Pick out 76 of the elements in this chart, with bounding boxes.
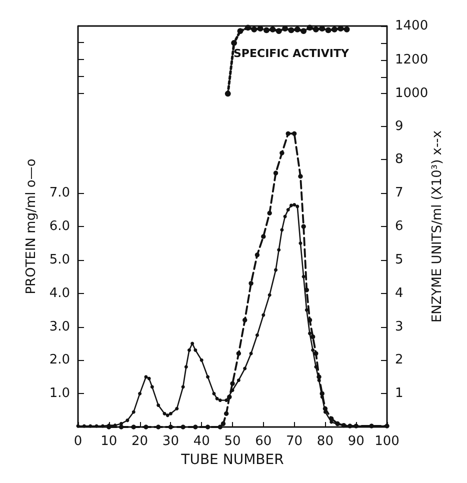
point bbox=[245, 24, 251, 31]
point bbox=[332, 26, 338, 32]
x-tick-label: 40 bbox=[193, 434, 210, 449]
x-tick-label: 30 bbox=[162, 434, 179, 449]
y2-axis-title: ENZYME UNITS/ml (X10³) x--x bbox=[430, 130, 445, 323]
point bbox=[251, 26, 258, 32]
point bbox=[230, 381, 235, 386]
point bbox=[236, 351, 242, 356]
point bbox=[205, 424, 210, 430]
point bbox=[298, 174, 303, 179]
series-label: SPECIFIC ACTIVITY bbox=[233, 47, 350, 60]
point bbox=[254, 252, 260, 258]
y2-tick-label: 3 bbox=[395, 319, 404, 334]
y2-tick-label: 7 bbox=[395, 186, 404, 201]
point bbox=[325, 27, 332, 34]
point bbox=[168, 424, 174, 430]
point bbox=[237, 28, 244, 34]
x-tick-label: 50 bbox=[224, 434, 241, 449]
y-tick-label: 7.0 bbox=[49, 186, 70, 201]
y2-tick-label: 1 bbox=[395, 386, 404, 402]
point bbox=[288, 27, 294, 34]
y-tick-label: 1.0 bbox=[49, 386, 70, 402]
y3-tick-label: 1400 bbox=[395, 18, 428, 34]
point bbox=[312, 26, 319, 32]
y2-tick-label: 5 bbox=[395, 252, 404, 268]
x-tick-label: 90 bbox=[348, 434, 364, 449]
point bbox=[344, 26, 350, 32]
y-axis-title: PROTEIN mg/ml o—o bbox=[24, 158, 39, 294]
point bbox=[267, 210, 272, 216]
y3-tick-label: 1200 bbox=[395, 52, 428, 68]
point bbox=[306, 24, 313, 31]
point bbox=[131, 424, 136, 430]
x-axis-title: TUBE NUMBER bbox=[180, 452, 284, 468]
point bbox=[280, 150, 284, 156]
point bbox=[218, 424, 222, 430]
point bbox=[264, 27, 270, 34]
point bbox=[144, 424, 148, 430]
point bbox=[248, 280, 254, 286]
y2-tick-label: 8 bbox=[395, 152, 404, 168]
x-tick-label: 100 bbox=[374, 434, 400, 449]
x-tick-label: 0 bbox=[74, 434, 82, 449]
y2-tick-label: 9 bbox=[395, 118, 404, 134]
y-tick-label: 2.0 bbox=[49, 352, 70, 368]
point bbox=[224, 411, 229, 416]
y-tick-label: 3.0 bbox=[49, 319, 70, 334]
y2-tick-label: 6 bbox=[395, 219, 404, 234]
point bbox=[286, 131, 290, 136]
point bbox=[310, 334, 316, 340]
point bbox=[273, 170, 278, 176]
x-tick-label: 10 bbox=[100, 434, 118, 449]
x-tick-label: 60 bbox=[255, 434, 272, 449]
y-tick-label: 5.0 bbox=[49, 252, 70, 268]
point bbox=[118, 424, 124, 430]
point bbox=[292, 131, 297, 136]
point bbox=[220, 421, 226, 426]
point bbox=[156, 424, 161, 430]
y2-tick-label: 4 bbox=[395, 286, 404, 301]
point bbox=[314, 351, 318, 356]
point bbox=[231, 40, 237, 46]
x-tick-label: 70 bbox=[286, 434, 303, 449]
y-tick-label: 4.0 bbox=[49, 286, 70, 301]
y2-tick-label: 2 bbox=[395, 352, 404, 368]
point bbox=[294, 26, 300, 32]
point bbox=[180, 424, 186, 430]
point bbox=[270, 26, 276, 32]
point bbox=[193, 424, 198, 430]
point bbox=[261, 234, 266, 239]
point bbox=[300, 28, 307, 34]
y3-tick-label: 1000 bbox=[395, 86, 428, 102]
x-tick-label: 20 bbox=[132, 434, 148, 449]
point bbox=[224, 90, 231, 97]
point bbox=[242, 318, 248, 322]
x-tick-label: 80 bbox=[316, 434, 334, 449]
point bbox=[276, 28, 282, 34]
y-tick-label: 6.0 bbox=[49, 219, 70, 234]
point bbox=[301, 224, 306, 229]
